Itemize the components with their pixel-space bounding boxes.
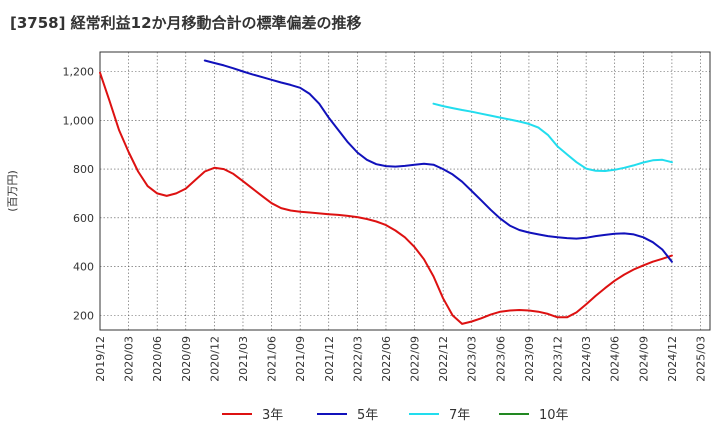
- x-tick-label: 2022/09: [409, 336, 422, 382]
- y-tick-label: 400: [73, 261, 94, 274]
- legend: 3年 5年 7年 10年: [222, 408, 569, 423]
- x-tick-label: 2023/12: [552, 336, 565, 382]
- legend-label: 3年: [262, 408, 283, 423]
- x-tick-label: 2021/03: [237, 336, 250, 382]
- legend-label: 10年: [539, 408, 569, 423]
- x-tick-label: 2025/03: [695, 336, 708, 382]
- series-line-5年: [203, 59, 673, 263]
- x-tick-label: 2024/09: [637, 336, 650, 382]
- x-tick-label: 2021/06: [266, 336, 279, 382]
- series-lines: [99, 59, 673, 325]
- x-tick-label: 2024/06: [609, 336, 622, 382]
- chart-title: [3758] 経常利益12か月移動合計の標準偏差の推移: [10, 14, 362, 32]
- y-tick-label: 800: [73, 163, 94, 176]
- x-tick-label: 2021/09: [294, 336, 307, 382]
- x-tick-label: 2020/03: [123, 336, 136, 382]
- series-line-3年: [99, 71, 673, 325]
- x-tick-label: 2019/12: [94, 336, 107, 382]
- series-line-7年: [432, 102, 673, 172]
- y-tick-label: 1,000: [63, 114, 95, 127]
- x-tick-label: 2024/12: [666, 336, 679, 382]
- x-tick-label: 2020/06: [151, 336, 164, 382]
- x-tick-label: 2020/09: [180, 336, 193, 382]
- x-tick-label: 2020/12: [208, 336, 221, 382]
- x-tick-label: 2023/09: [523, 336, 536, 382]
- x-tick-label: 2022/12: [437, 336, 450, 382]
- x-tick-label: 2022/06: [380, 336, 393, 382]
- x-tick-label: 2024/03: [580, 336, 593, 382]
- legend-label: 7年: [449, 408, 470, 423]
- x-tick-label: 2023/03: [466, 336, 479, 382]
- x-tick-label: 2022/03: [351, 336, 364, 382]
- x-axis: 2019/12 2020/03 2020/06 2020/09 2020/12 2021/…: [94, 336, 708, 382]
- y-tick-label: 600: [73, 212, 94, 225]
- y-tick-label: 1,200: [63, 66, 95, 79]
- x-tick-label: 2021/12: [323, 336, 336, 382]
- legend-label: 5年: [357, 408, 378, 423]
- y-tick-label: 200: [73, 309, 94, 322]
- y-axis: 200 400 600 800 1,000 1,200: [63, 66, 95, 323]
- y-axis-label: (百万円): [6, 170, 19, 212]
- grid-lines: [99, 52, 710, 330]
- plot-frame: [99, 51, 711, 331]
- x-tick-label: 2023/06: [494, 336, 507, 382]
